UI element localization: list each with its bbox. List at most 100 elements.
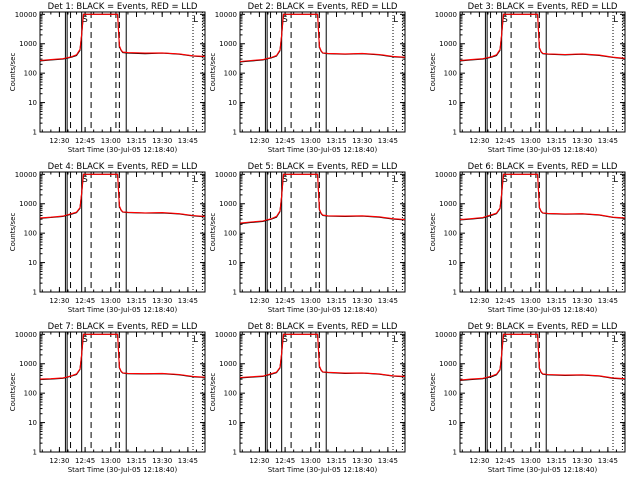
y-tick-label: 10000 — [215, 331, 237, 339]
y-tick-label: 100 — [24, 230, 37, 238]
x-tick-label: 13:15 — [126, 297, 146, 305]
y-axis-label: Counts/sec — [429, 213, 437, 252]
marker-label: L — [193, 335, 198, 345]
x-tick-label: 12:30 — [469, 297, 489, 305]
series-line-lld — [40, 13, 205, 62]
x-tick-label: 13:15 — [546, 457, 566, 465]
y-tick-label: 1 — [453, 129, 457, 137]
y-tick-label: 1 — [233, 289, 237, 297]
x-tick-label: 13:45 — [178, 137, 198, 145]
x-tick-label: 13:00 — [521, 137, 541, 145]
y-tick-label: 10000 — [215, 11, 237, 19]
panel-title: Det 7: BLACK = Events, RED = LLD — [48, 322, 198, 332]
y-tick-label: 100 — [224, 390, 237, 398]
x-tick-label: 12:30 — [249, 137, 269, 145]
y-tick-label: 1 — [233, 449, 237, 457]
marker-label: S — [82, 335, 87, 345]
x-tick-label: 13:45 — [378, 297, 398, 305]
x-tick-label: 12:45 — [75, 297, 95, 305]
x-tick-label: 12:45 — [275, 457, 295, 465]
panel-title: Det 5: BLACK = Events, RED = LLD — [248, 162, 398, 172]
x-tick-label: 13:00 — [301, 297, 321, 305]
y-tick-label: 1000 — [439, 360, 457, 368]
x-tick-label: 13:45 — [178, 457, 198, 465]
x-tick-label: 13:00 — [301, 457, 321, 465]
plot-frame — [39, 171, 206, 293]
x-tick-label: 13:00 — [101, 297, 121, 305]
x-tick-label: 12:45 — [75, 457, 95, 465]
series-line-lld — [460, 333, 625, 381]
marker-label: L — [613, 15, 618, 25]
x-tick-label: 13:45 — [598, 297, 618, 305]
marker-label: L — [193, 175, 198, 185]
x-tick-label: 13:00 — [101, 137, 121, 145]
x-tick-label: 13:30 — [152, 137, 172, 145]
x-tick-label: 13:15 — [126, 457, 146, 465]
marker-label: L — [393, 15, 398, 25]
panel-title: Det 1: BLACK = Events, RED = LLD — [48, 2, 198, 12]
y-tick-label: 10 — [28, 99, 37, 107]
x-tick-label: 12:45 — [495, 137, 515, 145]
panel-title: Det 6: BLACK = Events, RED = LLD — [468, 162, 618, 172]
y-tick-label: 10000 — [215, 171, 237, 179]
x-tick-label: 12:45 — [275, 137, 295, 145]
series-line-lld — [240, 13, 405, 63]
y-tick-label: 10000 — [435, 171, 457, 179]
plot-frame — [39, 11, 206, 133]
x-tick-label: 13:00 — [521, 297, 541, 305]
plot-frame — [239, 171, 406, 293]
x-tick-label: 12:30 — [249, 457, 269, 465]
marker-label: S — [282, 15, 287, 25]
detector-panel-5: Det 5: BLACK = Events, RED = LLD 1 10 100 10… — [209, 162, 406, 314]
y-tick-label: 10 — [228, 99, 237, 107]
x-tick-label: 12:30 — [249, 297, 269, 305]
y-tick-label: 100 — [224, 70, 237, 78]
series-line-lld — [460, 173, 625, 221]
y-tick-label: 1000 — [439, 40, 457, 48]
y-tick-label: 1000 — [439, 200, 457, 208]
marker-label: S — [502, 335, 507, 345]
detector-panel-6: Det 6: BLACK = Events, RED = LLD 1 10 100 10… — [429, 162, 626, 314]
y-tick-label: 100 — [24, 70, 37, 78]
series-line-lld — [40, 173, 205, 219]
detector-panel-9: Det 9: BLACK = Events, RED = LLD 1 10 100 10… — [429, 322, 626, 474]
series-line-lld — [460, 13, 625, 62]
x-axis-label: Start Time (30-Jul-05 12:18:40) — [488, 146, 598, 154]
y-axis-label: Counts/sec — [9, 53, 17, 92]
detector-panel-2: Det 2: BLACK = Events, RED = LLD 1 10 100 10… — [209, 2, 406, 154]
series-line-events — [460, 13, 625, 62]
x-axis-label: Start Time (30-Jul-05 12:18:40) — [488, 306, 598, 314]
y-tick-label: 10000 — [15, 171, 37, 179]
x-axis-label: Start Time (30-Jul-05 12:18:40) — [268, 146, 378, 154]
x-tick-label: 13:45 — [598, 457, 618, 465]
y-tick-label: 10000 — [435, 11, 457, 19]
marker-label: S — [82, 15, 87, 25]
y-tick-label: 10 — [448, 99, 457, 107]
y-tick-label: 100 — [224, 230, 237, 238]
detector-panel-3: Det 3: BLACK = Events, RED = LLD 1 10 100 10… — [429, 2, 626, 154]
marker-label: L — [393, 335, 398, 345]
y-tick-label: 10 — [448, 419, 457, 427]
y-tick-label: 1 — [453, 289, 457, 297]
y-tick-label: 10000 — [435, 331, 457, 339]
y-tick-label: 1 — [33, 289, 37, 297]
y-tick-label: 10 — [28, 259, 37, 267]
y-tick-label: 1000 — [219, 360, 237, 368]
x-tick-label: 12:45 — [495, 297, 515, 305]
panel-title: Det 3: BLACK = Events, RED = LLD — [468, 2, 618, 12]
plot-frame — [459, 331, 626, 453]
x-tick-label: 13:15 — [326, 457, 346, 465]
y-axis-label: Counts/sec — [209, 53, 217, 92]
plot-frame — [239, 11, 406, 133]
y-tick-label: 100 — [444, 70, 457, 78]
series-line-events — [240, 173, 405, 225]
y-tick-label: 10 — [228, 419, 237, 427]
x-axis-label: Start Time (30-Jul-05 12:18:40) — [68, 306, 178, 314]
x-tick-label: 12:30 — [49, 457, 69, 465]
x-tick-label: 12:30 — [49, 297, 69, 305]
plot-frame — [239, 331, 406, 453]
y-tick-label: 1 — [453, 449, 457, 457]
x-tick-label: 13:15 — [326, 297, 346, 305]
series-line-lld — [240, 173, 405, 224]
marker-label: L — [393, 175, 398, 185]
